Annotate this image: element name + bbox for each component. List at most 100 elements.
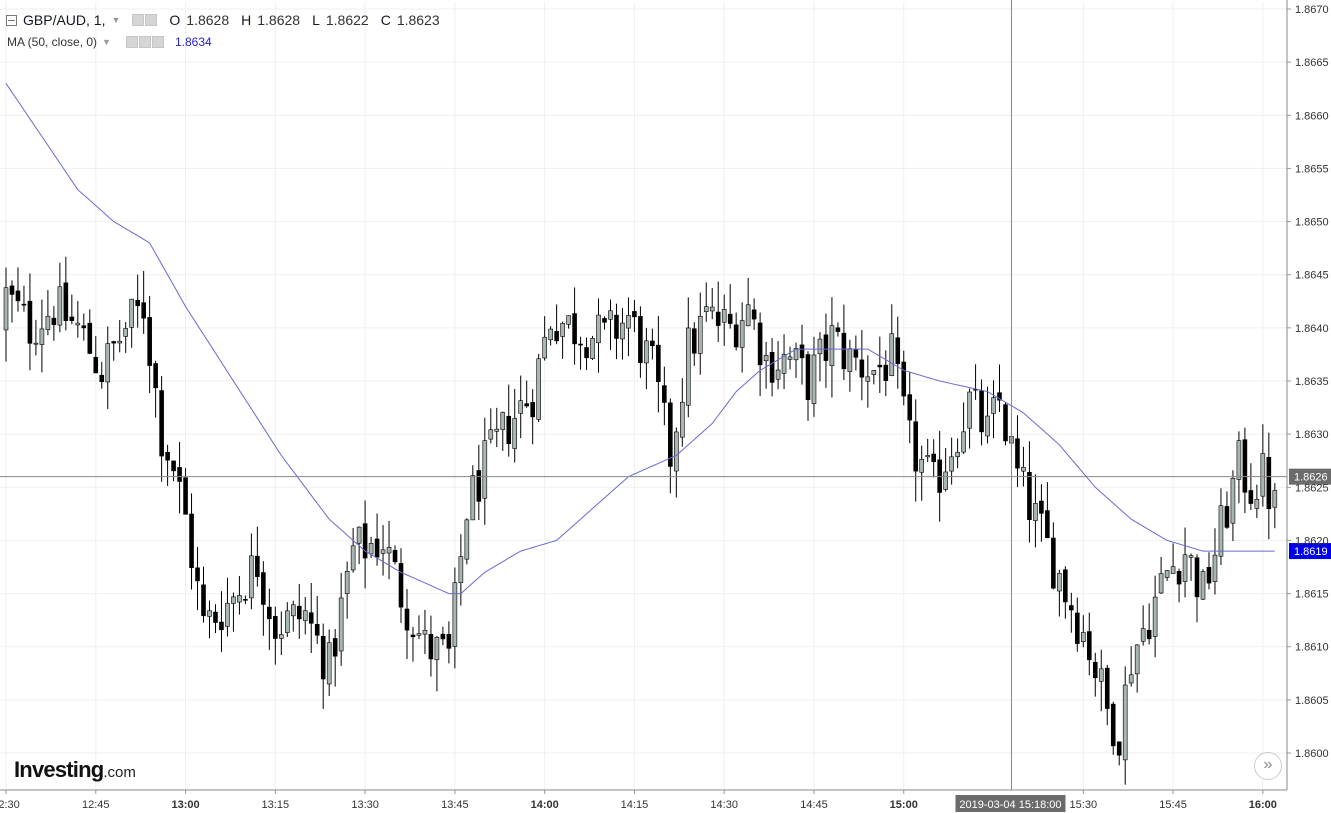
candle-body (356, 526, 362, 544)
candle (961, 402, 966, 454)
candle (697, 292, 703, 375)
candle-body (1128, 674, 1134, 684)
candle (1242, 427, 1248, 514)
y-tick-label: 1.8600 (1295, 748, 1329, 760)
candle (1081, 615, 1086, 648)
candle-body (907, 394, 913, 421)
candle-body (596, 314, 601, 344)
candle-body (578, 343, 583, 346)
x-tick-label: 15:30 (1070, 799, 1098, 811)
y-tick-label: 1.8605 (1295, 695, 1329, 707)
candle-body (33, 342, 39, 345)
candle-body (763, 354, 769, 362)
candle (123, 322, 128, 353)
candle-body (231, 596, 236, 604)
candle (39, 299, 45, 373)
candle (554, 304, 559, 345)
candle-body (380, 549, 386, 554)
candle-body (757, 322, 763, 366)
candle (470, 465, 476, 521)
candle (273, 606, 278, 665)
candle-body (572, 313, 577, 345)
chevron-down-icon[interactable]: ▼ (102, 37, 111, 47)
candle (883, 350, 889, 397)
candle (1230, 470, 1236, 542)
candle-body (338, 597, 344, 652)
y-tick-label: 1.8645 (1295, 270, 1329, 282)
ma-controls[interactable] (125, 36, 164, 48)
collapse-icon[interactable] (6, 14, 17, 26)
candle-body (129, 298, 134, 328)
logo-name: Investing (14, 757, 104, 782)
close-label: C (380, 12, 391, 28)
candle (398, 548, 404, 623)
candle (129, 298, 134, 348)
series-controls[interactable] (132, 14, 158, 26)
candle-body (733, 324, 739, 348)
candle-body (638, 316, 643, 364)
candle-body (685, 327, 691, 406)
candle (213, 604, 218, 634)
candle-body (895, 337, 901, 364)
candle (1015, 415, 1020, 488)
chevron-down-icon[interactable]: ▼ (111, 15, 121, 25)
candle (75, 301, 81, 338)
candle-body (805, 354, 811, 400)
candle (105, 326, 111, 409)
candle-body (302, 610, 308, 621)
candle (1045, 482, 1050, 539)
candle (1272, 483, 1278, 529)
candle-body (1272, 490, 1278, 508)
candle-body (81, 325, 87, 329)
candle (1188, 553, 1194, 581)
high-label: H (241, 12, 252, 28)
candle-body (524, 403, 529, 407)
candle (943, 448, 948, 492)
candle (1218, 488, 1224, 565)
scroll-to-realtime-button[interactable]: » (1254, 752, 1282, 780)
candle (1140, 605, 1146, 646)
candle (817, 332, 823, 382)
candle (542, 316, 547, 361)
candle (63, 256, 69, 331)
candle-body (1027, 471, 1032, 520)
candle (524, 380, 529, 408)
candle-body (1116, 741, 1122, 756)
candle (578, 336, 583, 370)
candle (997, 364, 1002, 413)
candle-body (213, 611, 218, 623)
candle-body (584, 347, 589, 359)
candle (1122, 666, 1128, 785)
candle-body (464, 519, 470, 560)
candle-body (1266, 456, 1272, 510)
candle-body (931, 453, 936, 463)
candle (548, 326, 553, 346)
candle-body (823, 334, 829, 361)
candle (1224, 491, 1230, 529)
candle-body (1086, 631, 1092, 661)
candle (560, 321, 565, 359)
candle-body (1015, 438, 1020, 469)
candle (656, 315, 661, 413)
candle-body (608, 310, 613, 320)
candle (386, 520, 392, 580)
logo-domain: .com (103, 764, 136, 781)
candle (955, 438, 960, 469)
candle-body (45, 315, 51, 331)
candle (237, 576, 242, 615)
candle (1104, 664, 1110, 726)
candle-body (662, 385, 667, 403)
candle-body (889, 333, 895, 377)
candle (1116, 741, 1122, 766)
candle-body (512, 418, 518, 449)
candle (877, 336, 883, 393)
candle-body (225, 602, 230, 627)
candle (296, 583, 302, 639)
candle-body (865, 376, 871, 382)
candle (69, 294, 75, 325)
candle-body (344, 570, 350, 595)
candle-body (1104, 667, 1110, 709)
candle (871, 370, 877, 385)
candle (57, 262, 63, 333)
